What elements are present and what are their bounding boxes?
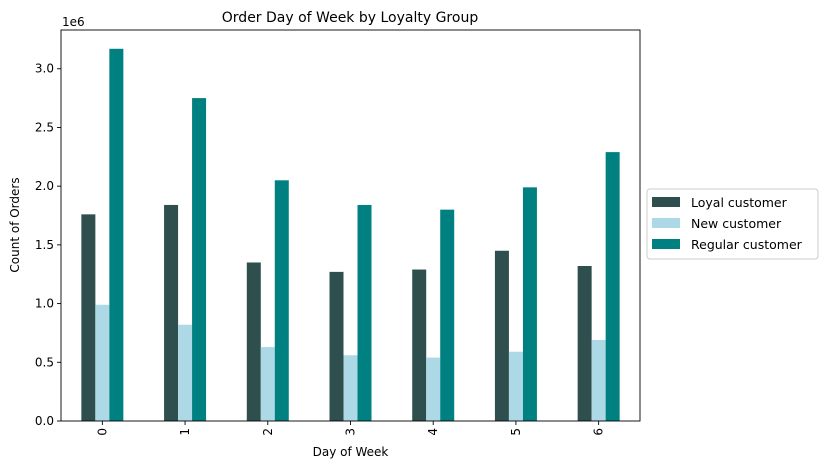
y-tick-label: 1.5: [35, 238, 54, 252]
legend: Loyal customer New customer Regular custom…: [646, 188, 819, 260]
legend-swatch: [652, 218, 680, 228]
bar-regular-customer-day-5: [522, 187, 537, 421]
bar-regular-customer-day-6: [605, 152, 620, 421]
bar-regular-customer-day-2: [274, 180, 289, 421]
x-tick-label: 5: [509, 428, 523, 436]
x-tick-label: 2: [261, 428, 275, 436]
bar-loyal-customer-day-0: [81, 214, 96, 421]
x-axis-ticks: 0 1 2 3 4 5 6: [95, 421, 606, 436]
bar-regular-customer-day-0: [109, 48, 124, 422]
bar-new-customer-day-2: [260, 347, 275, 421]
x-tick-label: 3: [344, 428, 358, 436]
legend-swatch: [652, 239, 680, 249]
bars-group: [81, 48, 620, 422]
bar-new-customer-day-3: [343, 355, 358, 421]
y-tick-label: 2.0: [35, 179, 54, 193]
bar-loyal-customer-day-6: [577, 266, 592, 421]
x-tick-label: 1: [178, 428, 192, 436]
y-axis-title: Count of Orders: [8, 177, 22, 272]
bar-new-customer-day-0: [95, 304, 110, 421]
y-offset-label: 1e6: [62, 15, 85, 29]
y-tick-label: 0.5: [35, 355, 54, 369]
bar-regular-customer-day-3: [357, 204, 372, 421]
y-axis-ticks: 0.0 0.5 1.0 1.5 2.0 2.5 3.0: [35, 62, 61, 428]
bar-new-customer-day-5: [508, 351, 523, 421]
bar-loyal-customer-day-4: [412, 269, 427, 421]
legend-frame: [646, 188, 819, 260]
y-tick-label: 3.0: [35, 62, 54, 76]
legend-label: Loyal customer: [691, 195, 788, 210]
x-tick-label: 4: [426, 428, 440, 436]
x-axis-title: Day of Week: [313, 445, 389, 459]
y-tick-label: 0.0: [35, 414, 54, 428]
legend-label: New customer: [691, 216, 782, 231]
chart-title: Order Day of Week by Loyalty Group: [222, 10, 479, 26]
y-tick-label: 2.5: [35, 120, 54, 134]
bar-regular-customer-day-4: [440, 209, 455, 421]
bar-new-customer-day-6: [591, 339, 606, 421]
y-tick-label: 1.0: [35, 297, 54, 311]
bar-regular-customer-day-1: [192, 98, 207, 421]
bar-loyal-customer-day-3: [329, 271, 344, 421]
bar-loyal-customer-day-2: [246, 262, 261, 421]
x-tick-label: 6: [592, 428, 606, 436]
x-tick-label: 0: [95, 428, 109, 436]
legend-swatch: [652, 197, 680, 207]
bar-new-customer-day-1: [178, 324, 193, 421]
legend-label: Regular customer: [691, 237, 803, 252]
bar-loyal-customer-day-1: [164, 204, 179, 421]
bar-loyal-customer-day-5: [494, 250, 509, 421]
bar-new-customer-day-4: [426, 357, 441, 421]
plot-frame: [60, 29, 641, 422]
